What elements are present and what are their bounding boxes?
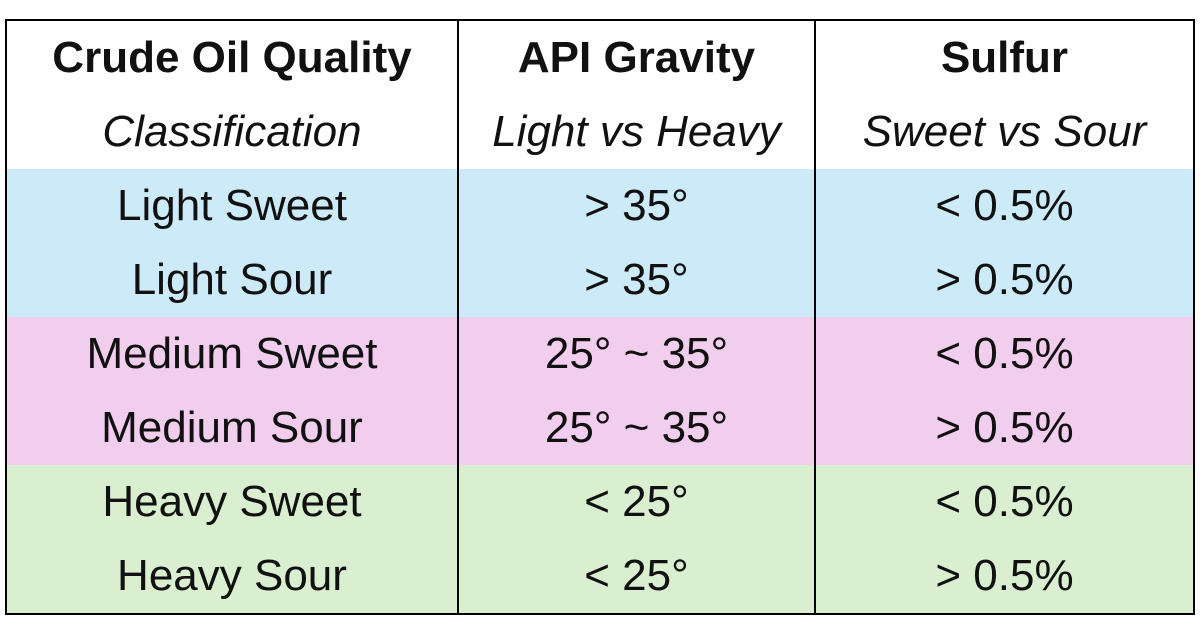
- header-title: Sulfur: [816, 21, 1193, 95]
- table-cell: Light Sour: [7, 243, 459, 317]
- table-cell: < 0.5%: [816, 169, 1193, 243]
- table-cell: > 0.5%: [816, 391, 1193, 465]
- table-cell: Heavy Sweet: [7, 465, 459, 539]
- header-subtitle: Sweet vs Sour: [816, 95, 1193, 169]
- table-cell: < 25°: [459, 539, 816, 613]
- table-cell: < 0.5%: [816, 465, 1193, 539]
- table-cell: 25° ~ 35°: [459, 317, 816, 391]
- table-cell: > 35°: [459, 169, 816, 243]
- table-cell: Light Sweet: [7, 169, 459, 243]
- table-cell: > 0.5%: [816, 539, 1193, 613]
- table-cell: > 35°: [459, 243, 816, 317]
- table: Crude Oil Quality API Gravity Sulfur Classi…: [5, 19, 1195, 615]
- table-cell: Heavy Sour: [7, 539, 459, 613]
- table-cell: > 0.5%: [816, 243, 1193, 317]
- table-cell: Medium Sour: [7, 391, 459, 465]
- header-subtitle: Classification: [7, 95, 459, 169]
- table-cell: 25° ~ 35°: [459, 391, 816, 465]
- header-title: API Gravity: [459, 21, 816, 95]
- table-cell: < 0.5%: [816, 317, 1193, 391]
- table-cell: < 25°: [459, 465, 816, 539]
- header-subtitle: Light vs Heavy: [459, 95, 816, 169]
- table-cell: Medium Sweet: [7, 317, 459, 391]
- header-title: Crude Oil Quality: [7, 21, 459, 95]
